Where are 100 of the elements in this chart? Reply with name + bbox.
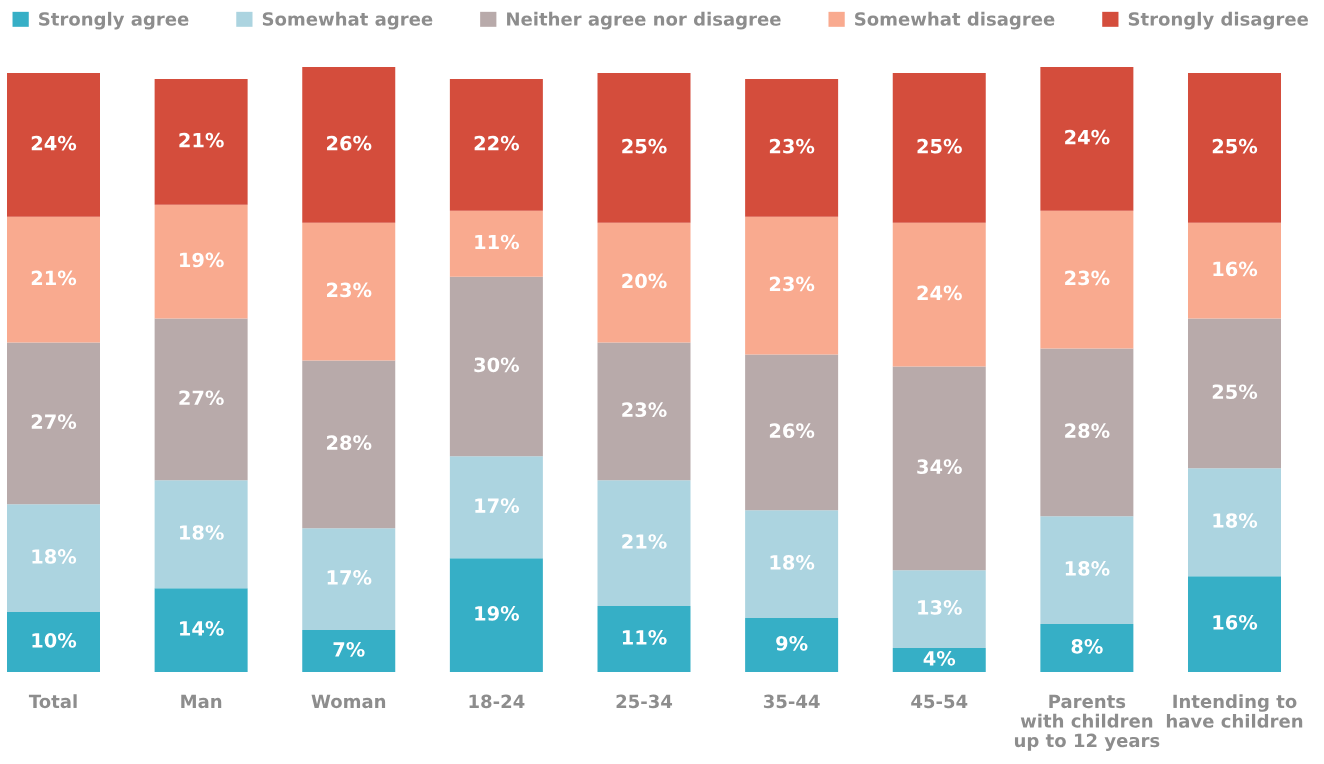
data-label: 11% [622,629,667,645]
data-label: 23% [622,402,667,418]
data-label: 23% [1065,270,1110,286]
x-tick-label: Man [181,694,222,709]
bar [449,210,543,277]
data-label: 27% [31,414,77,430]
data-label: 20% [622,273,667,289]
data-label: 8% [1071,638,1103,654]
data-label: 7% [333,641,365,657]
x-tick-label: 18-24 [469,694,525,709]
data-label: 25% [1212,384,1258,400]
bar [1188,576,1281,672]
data-label: 18% [1065,561,1110,576]
bar [7,612,100,672]
bar [745,216,839,355]
data-label: 28% [327,435,372,451]
bar [1188,318,1281,469]
bar [892,570,986,649]
legend-label: Strongly disagree [1128,11,1308,30]
data-label: 18% [770,555,815,570]
bar [597,72,691,223]
legend-label: Neither agree nor disagree [507,11,781,30]
data-label: 22% [474,135,520,151]
bar [745,78,839,217]
bar [892,648,986,672]
data-label: 17% [327,570,372,585]
data-label: 19% [180,252,224,268]
x-tick-label: Intending to have children [1166,694,1303,728]
data-label: 11% [475,234,520,250]
bar [745,510,839,619]
x-tick-label: 25-34 [616,694,673,709]
bar [597,342,691,481]
data-label: 25% [622,138,667,154]
bar [7,504,100,613]
data-label: 4% [923,650,956,666]
data-label: 21% [31,270,77,286]
x-tick-label: 45-54 [911,694,968,709]
bar [892,72,986,223]
data-label: 14% [180,621,224,636]
data-label: 23% [769,276,815,292]
data-label: 25% [917,138,962,154]
data-label: 28% [1065,423,1110,439]
data-label: 18% [32,549,77,564]
bar [302,360,396,529]
bar [449,78,543,211]
bar [597,222,691,343]
bar [154,318,248,481]
data-label: 17% [475,498,520,513]
bar [1188,222,1281,319]
data-label: 26% [769,423,815,439]
legend-label: Somewhat agree [262,11,433,30]
data-label: 19% [475,606,520,621]
data-label: 13% [918,600,962,615]
data-label: 25% [1212,138,1258,154]
data-label: 26% [327,135,372,151]
data-label: 30% [474,357,520,373]
x-tick-label: Total [28,694,77,709]
bar [449,456,543,559]
data-label: 23% [327,282,372,298]
bar [7,342,100,505]
bar [302,222,396,361]
bar [302,67,396,223]
bar [1040,210,1134,349]
data-label: 10% [32,632,77,648]
legend-label: Somewhat disagree [855,11,1055,30]
legend-label: Strongly agree [39,11,189,30]
data-label: 16% [1213,261,1258,277]
bar [597,480,691,607]
data-label: 16% [1213,615,1258,630]
bar [154,78,248,205]
bar [1188,72,1281,223]
bar [7,216,100,343]
data-label: 27% [179,390,224,406]
bar [1040,348,1134,517]
bar [154,588,248,672]
bar [1040,67,1134,211]
data-label: 34% [917,459,962,474]
bar [7,72,100,217]
x-tick-label: Woman [311,694,386,709]
x-tick-label: Parents with children up to 12 years [1014,694,1160,751]
bar [1188,468,1281,577]
bar [745,618,839,672]
bar [302,630,396,672]
bar [892,222,986,367]
data-label: 21% [179,132,224,148]
bar [1040,624,1134,672]
x-tick-label: 35-44 [763,694,820,709]
bar [597,606,691,672]
data-label: 9% [776,635,808,651]
bar [449,558,543,672]
data-label: 21% [622,534,667,549]
data-label: 23% [769,138,815,154]
bar [892,366,986,571]
bar [302,528,396,631]
data-label: 24% [31,135,77,151]
data-label: 18% [180,525,224,540]
data-label: 24% [917,285,962,301]
data-label: 18% [1213,513,1258,528]
data-label: 24% [1065,129,1110,145]
bar [1040,516,1134,625]
